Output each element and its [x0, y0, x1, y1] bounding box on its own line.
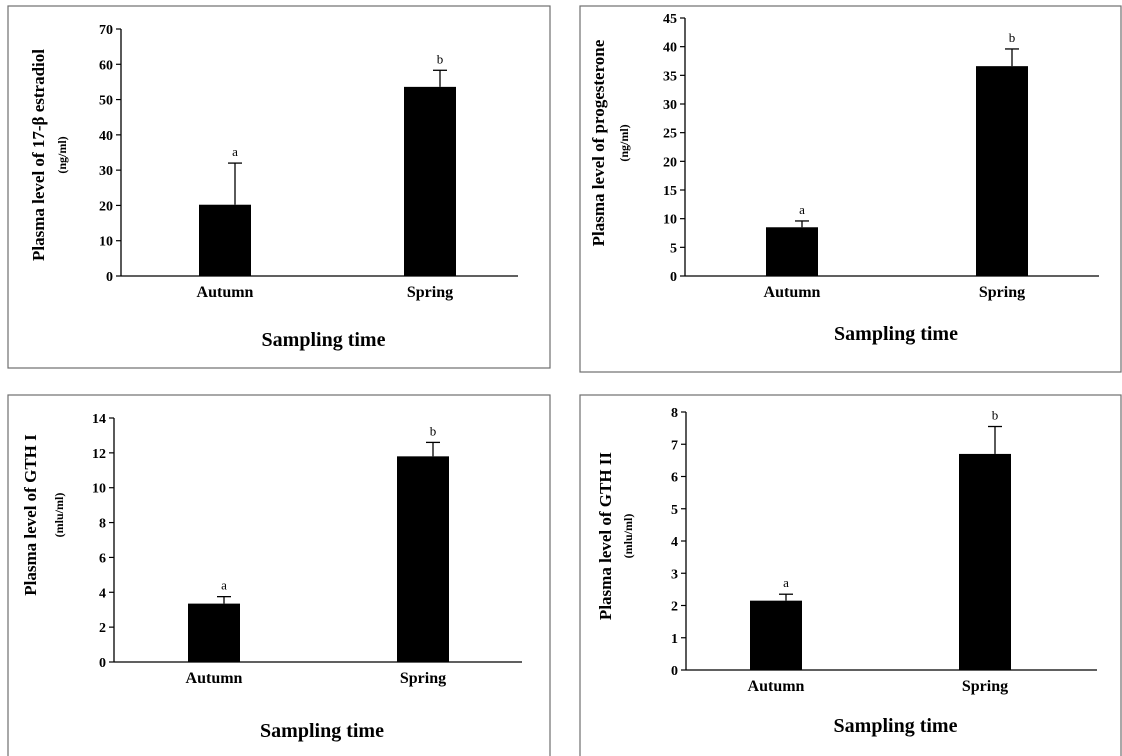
- bar-spring: [959, 453, 1011, 670]
- chart-panel-2: 0 5 10 15 20 25 30 35 40 45 a Autumn b Spring Sampling…: [579, 5, 1122, 373]
- x-category-label: Autumn: [748, 678, 805, 695]
- y-axis-title: Plasma level of 17-β estradiol: [29, 49, 48, 261]
- significance-letter: b: [1009, 30, 1016, 45]
- y-tick-label: 0: [671, 664, 678, 679]
- y-tick-label: 20: [663, 155, 677, 170]
- y-tick-label: 2: [99, 621, 106, 636]
- x-axis-title: Sampling time: [262, 329, 386, 351]
- chart-frame: [579, 5, 1122, 373]
- y-tick-label: 4: [99, 586, 106, 601]
- y-tick-label: 3: [671, 567, 678, 582]
- y-tick-label: 30: [99, 164, 113, 179]
- y-tick-label: 10: [99, 235, 113, 250]
- significance-letter: a: [783, 575, 789, 590]
- y-axis-title: Plasma level of GTH II: [596, 452, 615, 620]
- y-tick-label: 10: [92, 482, 106, 497]
- significance-letter: b: [437, 51, 444, 66]
- x-category-label: Spring: [979, 284, 1025, 301]
- y-tick-label: 0: [670, 270, 677, 285]
- significance-letter: a: [232, 144, 238, 159]
- y-axis-title: Plasma level of progesterone: [589, 39, 608, 246]
- x-axis-title: Sampling time: [834, 323, 958, 345]
- x-category-label: Spring: [407, 284, 453, 301]
- x-category-label: Spring: [962, 678, 1008, 695]
- y-tick-label: 0: [99, 656, 106, 671]
- bar-spring: [404, 86, 456, 277]
- significance-letter: a: [221, 578, 227, 593]
- y-axis-title: Plasma level of GTH I: [21, 434, 40, 596]
- bar-spring: [397, 456, 449, 662]
- y-tick-label: 2: [671, 600, 678, 615]
- y-tick-label: 7: [671, 438, 678, 453]
- y-tick-label: 5: [671, 503, 678, 518]
- y-tick-label: 6: [671, 471, 678, 486]
- x-axis-title: Sampling time: [260, 720, 384, 742]
- y-tick-label: 50: [99, 94, 113, 109]
- x-category-label: Autumn: [186, 670, 243, 687]
- y-tick-label: 6: [99, 551, 106, 566]
- y-tick-label: 5: [670, 241, 677, 256]
- bar-autumn: [750, 600, 802, 670]
- chart-panel-1: 0 10 20 30 40 50 60 70 a Autumn b Spring Sampling ti…: [7, 5, 551, 369]
- significance-letter: b: [992, 408, 999, 423]
- y-axis-unit: (ng/ml): [55, 136, 69, 173]
- y-tick-label: 0: [106, 270, 113, 285]
- x-category-label: Spring: [400, 670, 446, 687]
- y-tick-label: 4: [671, 535, 678, 550]
- chart-panel-3: 0 2 4 6 8 10 12 14 a Autumn b Spring Sampling time Pl…: [7, 394, 551, 756]
- y-tick-label: 1: [671, 632, 678, 647]
- y-tick-label: 45: [663, 12, 677, 27]
- y-tick-label: 30: [663, 98, 677, 113]
- x-category-label: Autumn: [764, 284, 821, 301]
- y-tick-label: 14: [92, 412, 106, 427]
- y-tick-label: 40: [663, 41, 677, 56]
- bar-autumn: [199, 204, 251, 276]
- y-tick-label: 25: [663, 127, 677, 142]
- chart-frame: [7, 5, 551, 369]
- y-tick-label: 35: [663, 69, 677, 84]
- chart-frame: [7, 394, 551, 756]
- x-axis-title: Sampling time: [834, 715, 958, 737]
- chart-frame: [579, 394, 1122, 756]
- y-tick-label: 70: [99, 23, 113, 38]
- chart-panel-4: 0 1 2 3 4 5 6 7 8 a Autumn b Spring Sampling time Plas…: [579, 394, 1122, 756]
- y-tick-label: 40: [99, 129, 113, 144]
- y-axis-unit: (ng/ml): [617, 124, 631, 161]
- y-tick-label: 8: [671, 406, 678, 421]
- significance-letter: b: [430, 423, 437, 438]
- y-axis-unit: (mlu/ml): [52, 493, 66, 538]
- y-tick-label: 10: [663, 213, 677, 228]
- bar-spring: [976, 66, 1028, 276]
- y-tick-label: 12: [92, 447, 106, 462]
- y-tick-label: 15: [663, 184, 677, 199]
- y-tick-label: 20: [99, 199, 113, 214]
- x-category-label: Autumn: [197, 284, 254, 301]
- y-axis-unit: (mlu/ml): [621, 514, 635, 559]
- bar-autumn: [766, 227, 818, 276]
- y-tick-label: 8: [99, 517, 106, 532]
- bar-autumn: [188, 603, 240, 662]
- y-tick-label: 60: [99, 58, 113, 73]
- significance-letter: a: [799, 202, 805, 217]
